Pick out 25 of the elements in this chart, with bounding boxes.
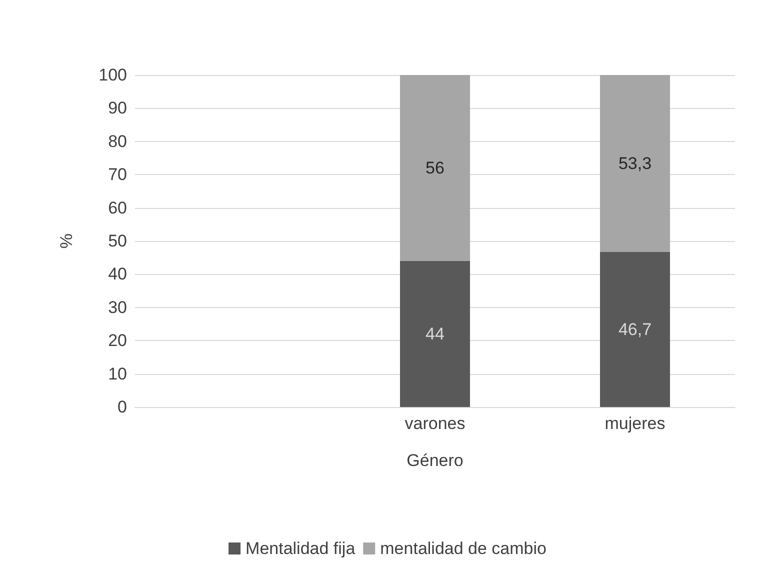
y-tick-label: 70 [108, 165, 127, 184]
y-axis-title: % [57, 233, 76, 249]
y-tick-label: 90 [108, 98, 127, 118]
y-tick-label: 20 [108, 331, 127, 350]
y-tick-label: 30 [108, 298, 127, 317]
y-tick-label: 40 [108, 264, 127, 284]
y-tick-label: 0 [118, 398, 127, 416]
legend-label: Mentalidad fija [246, 539, 356, 558]
data-label: 56 [426, 158, 444, 178]
y-tick-label: 60 [108, 198, 127, 218]
y-tick-label: 80 [108, 132, 127, 151]
bar [400, 75, 470, 261]
y-tick-label: 50 [108, 232, 127, 250]
bar [600, 75, 670, 252]
y-tick-label: 10 [108, 364, 127, 384]
bar [600, 252, 670, 407]
data-label: 53,3 [618, 154, 652, 173]
y-tick-label: 100 [98, 66, 127, 84]
legend-label: mentalidad de cambio [380, 539, 546, 558]
bar [400, 260, 470, 407]
x-tick-label: varones [404, 414, 466, 433]
data-label: 46,7 [618, 320, 652, 339]
data-label: 44 [426, 324, 444, 344]
x-axis-title: Género [406, 451, 464, 470]
x-tick-label: mujeres [604, 414, 666, 433]
